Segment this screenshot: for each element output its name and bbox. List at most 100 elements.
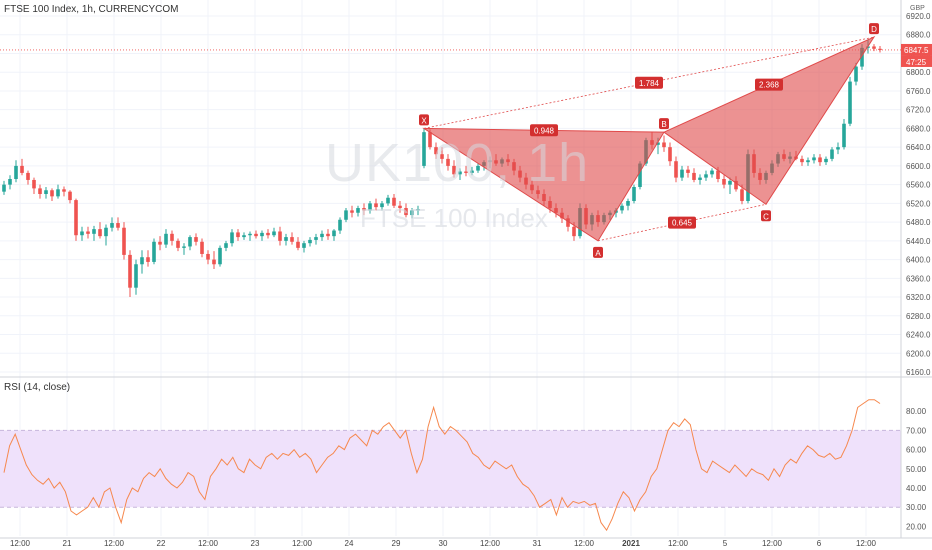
candle-body [410,210,414,216]
candle-body [308,239,312,244]
candle-body [806,160,810,163]
candle-body [722,179,726,185]
price-tick-label: 6320.0 [906,293,931,302]
time-tick-label: 12:00 [574,539,595,548]
candle-body [134,264,138,288]
candle-body [194,237,198,242]
candle-body [812,157,816,161]
candle-body [302,243,306,248]
rsi-tick-label: 60.00 [906,446,927,455]
candle-body [854,66,858,82]
candle-body [236,232,240,238]
candle-body [830,149,834,159]
price-tick-label: 6160.0 [906,368,931,377]
candle-body [398,205,402,209]
pattern-point-badge [593,246,603,258]
price-tick-label: 6400.0 [906,256,931,265]
candle-body [224,243,228,248]
rsi-tick-label: 50.00 [906,465,927,474]
candle-body [464,171,468,173]
time-tick-label: 21 [63,539,72,548]
candle-body [92,229,96,234]
candle-body [734,180,738,190]
countdown-label: 47:25 [906,58,927,67]
candle-body [878,48,882,50]
rsi-line [3,399,881,532]
candle-body [572,226,576,237]
candle-body [692,172,696,180]
candle-body [566,218,570,227]
candle-body [80,231,84,236]
candle-body [272,231,276,236]
time-tick-label: 12:00 [668,539,689,548]
candle-body [242,235,246,238]
chart-title: FTSE 100 Index, 1h, CURRENCYCOM [4,4,179,15]
candle-body [452,165,456,175]
candle-body [374,203,378,208]
candle-body [638,163,642,187]
time-tick-label: 12:00 [104,539,125,548]
candle-body [350,210,354,213]
price-tick-label: 6760.0 [906,87,931,96]
candle-body [98,229,102,237]
candle-body [50,190,54,197]
pattern-ratio-badge [635,76,663,89]
candle-body [662,142,666,148]
candle-body [146,257,150,262]
candle-body [716,170,720,180]
watermark-symbol: UK100, 1h [325,133,590,193]
candle-body [260,232,264,237]
candle-body [392,197,396,206]
candle-body [176,240,180,248]
candle-body [56,189,60,197]
candle-body [380,203,384,208]
pattern-ratio-label: 1.784 [639,79,660,88]
candle-body [26,172,30,180]
harmonic-pattern: X A B C D 0.948 0.645 2.368 1.784 [419,23,879,258]
time-tick-label: 12:00 [480,539,501,548]
candle-body [164,233,168,245]
candle-body [38,188,42,194]
candle-body [416,208,420,211]
pattern-ratio-badge [530,124,558,137]
candle-body [680,169,684,178]
candle-body [290,237,294,242]
candle-body [428,132,432,148]
rsi-tick-label: 40.00 [906,484,927,493]
candle-body [848,81,852,124]
watermark-name: FTSE 100 Index [360,203,548,233]
pattern-ratio-badge [755,78,783,91]
candle-body [140,257,144,265]
price-tick-label: 6440.0 [906,237,931,246]
candle-body [212,259,216,265]
candle-body [386,197,390,204]
candle-body [404,208,408,216]
rsi-tick-label: 80.00 [906,407,927,416]
candle-body [206,253,210,260]
candle-body [440,154,444,159]
price-tick-label: 6200.0 [906,349,931,358]
candle-body [842,123,846,148]
price-tick-label: 6600.0 [906,162,931,171]
price-tick-label: 6360.0 [906,274,931,283]
pattern-point-label: C [763,212,769,221]
candle-body [116,223,120,228]
candle-body [320,233,324,238]
candle-body [434,147,438,155]
candle-body [122,227,126,255]
candle-body [230,232,234,244]
pattern-point-label: X [421,116,427,125]
price-tick-label: 6880.0 [906,31,931,40]
rsi-tick-label: 20.00 [906,522,927,531]
candle-body [32,179,36,189]
price-tick-label: 6640.0 [906,143,931,152]
candle-body [674,161,678,178]
candle-body [686,169,690,173]
price-tick-label: 6280.0 [906,312,931,321]
time-tick-label: 12:00 [762,539,783,548]
candle-body [458,171,462,175]
candle-body [74,200,78,236]
time-tick-label: 31 [533,539,542,548]
price-tick-label: 6920.0 [906,12,931,21]
